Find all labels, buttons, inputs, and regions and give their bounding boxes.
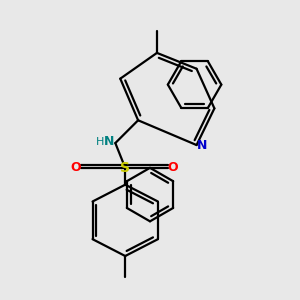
Text: H: H: [96, 136, 104, 147]
Text: O: O: [168, 161, 178, 174]
Text: S: S: [120, 161, 130, 175]
Text: N: N: [197, 139, 207, 152]
Text: O: O: [70, 161, 81, 174]
Text: N: N: [103, 135, 114, 148]
